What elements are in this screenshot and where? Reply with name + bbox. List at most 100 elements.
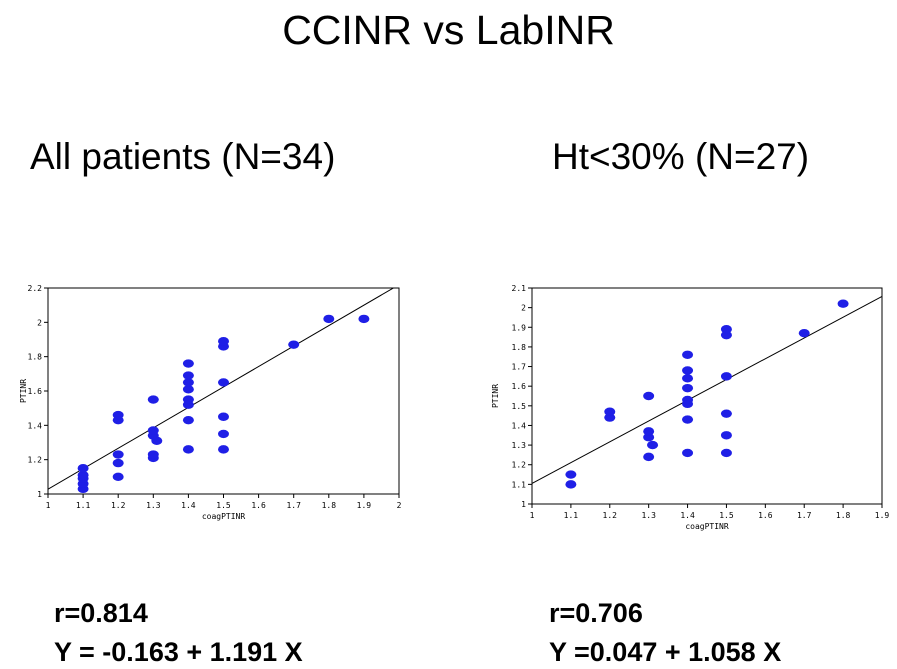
x-axis-label: coagPTINR [202, 512, 246, 521]
data-point [112, 472, 124, 482]
data-point [647, 440, 659, 450]
x-tick-label: 1 [46, 501, 51, 510]
data-point [682, 366, 694, 375]
y-axis-label: PTINR [491, 384, 500, 408]
regression-line [48, 288, 395, 490]
x-tick-label: 1.1 [564, 511, 579, 520]
x-tick-label: 1.2 [111, 501, 126, 510]
x-tick-label: 1.6 [251, 501, 266, 510]
data-point [682, 374, 694, 383]
regression-equation-ht-under-30: Y =0.047 + 1.058 X [549, 637, 782, 667]
x-tick-label: 2 [397, 501, 402, 510]
y-tick-label: 1.4 [512, 421, 527, 430]
correlation-all-patients: r=0.814 [54, 598, 148, 628]
data-point [682, 383, 694, 393]
plot-frame [531, 287, 883, 505]
x-tick-label: 1.3 [146, 501, 161, 510]
data-point [77, 464, 89, 473]
x-tick-label: 1.5 [719, 511, 734, 520]
y-tick-label: 2 [521, 304, 526, 313]
data-point [682, 448, 694, 458]
data-point [720, 409, 732, 418]
data-point [218, 412, 229, 421]
scatter-chart-ht-under-30: 1 1.1 1.2 1.3 1.4 1.5 1.6 1.7 1.8 1.9 1 1.1 1.2 1.3 1.… [491, 284, 890, 531]
y-tick-label: 1.4 [28, 421, 43, 430]
data-point [682, 395, 694, 405]
y-tick-label: 1.6 [28, 387, 43, 396]
data-point [182, 371, 194, 380]
y-tick-label: 1.2 [512, 461, 527, 470]
x-tick-label: 1.9 [875, 511, 890, 520]
x-tick-label: 1.2 [603, 511, 618, 520]
y-tick-label: 1.8 [28, 353, 43, 362]
data-point [720, 448, 732, 458]
y-tick-label: 1.9 [512, 323, 527, 332]
data-point [147, 450, 159, 459]
data-point [323, 314, 335, 324]
data-point [77, 470, 89, 480]
regression-line [532, 295, 882, 484]
x-tick-label: 1.8 [322, 501, 337, 510]
x-tick-label: 1.7 [286, 501, 301, 510]
data-point [218, 445, 229, 454]
x-tick-label: 1.9 [357, 501, 372, 510]
data-point [682, 415, 694, 424]
y-tick-label: 1.2 [28, 456, 43, 465]
data-point [147, 395, 159, 404]
data-point [720, 372, 732, 381]
data-point [182, 395, 194, 404]
y-tick-label: 1.3 [512, 441, 527, 450]
scatter-chart-all-patients: 1 1.1 1.2 1.3 1.4 1.5 1.6 1.7 1.8 1.9 2 1 1.2 1.4 1.6 1… [19, 284, 402, 521]
data-point [288, 340, 300, 349]
panel-title-ht-under-30: Ht<30% (N=27) [552, 136, 810, 177]
data-point [112, 458, 124, 468]
regression-equation-all-patients: Y = -0.163 + 1.191 X [54, 637, 303, 667]
data-point [358, 314, 370, 324]
data-point [565, 480, 577, 489]
data-point [798, 328, 810, 338]
y-tick-label: 1.7 [512, 363, 527, 372]
x-tick-label: 1.3 [641, 511, 656, 520]
y-tick-label: 1 [37, 490, 42, 499]
data-point [720, 325, 732, 334]
y-axis-label: PTINR [19, 379, 28, 403]
data-point [218, 429, 229, 439]
data-point [147, 426, 159, 435]
y-tick-label: 1.5 [512, 402, 527, 411]
x-tick-label: 1.4 [181, 501, 196, 510]
data-point [682, 350, 694, 359]
x-tick-label: 1.6 [758, 511, 773, 520]
data-point [643, 452, 655, 462]
panel-title-all-patients: All patients (N=34) [30, 136, 336, 177]
x-tick-label: 1.7 [797, 511, 812, 520]
correlation-ht-under-30: r=0.706 [549, 598, 643, 628]
data-point [112, 450, 124, 459]
x-axis-label: coagPTINR [685, 522, 729, 531]
data-point [720, 431, 732, 440]
x-tick-label: 1.4 [680, 511, 695, 520]
data-point [182, 415, 194, 425]
y-tick-label: 1 [521, 500, 526, 509]
data-point [643, 391, 655, 401]
y-tick-label: 2.1 [512, 284, 527, 293]
data-point [218, 337, 229, 346]
x-tick-label: 1.5 [216, 501, 231, 510]
data-point [643, 427, 655, 436]
x-tick-label: 1 [530, 511, 535, 520]
x-tick-label: 1.1 [76, 501, 91, 510]
plot-frame [47, 287, 400, 495]
y-tick-label: 1.1 [512, 480, 527, 489]
y-tick-label: 1.6 [512, 382, 527, 391]
data-point [565, 470, 577, 479]
data-point [604, 407, 616, 416]
data-point [112, 410, 124, 420]
data-point [643, 433, 655, 442]
data-point [720, 330, 732, 340]
y-tick-label: 2.2 [28, 284, 43, 293]
data-point [604, 413, 616, 422]
data-point [182, 378, 194, 387]
y-tick-label: 2 [37, 318, 42, 327]
data-point [837, 299, 849, 308]
data-point [182, 359, 194, 368]
data-point [218, 378, 229, 387]
